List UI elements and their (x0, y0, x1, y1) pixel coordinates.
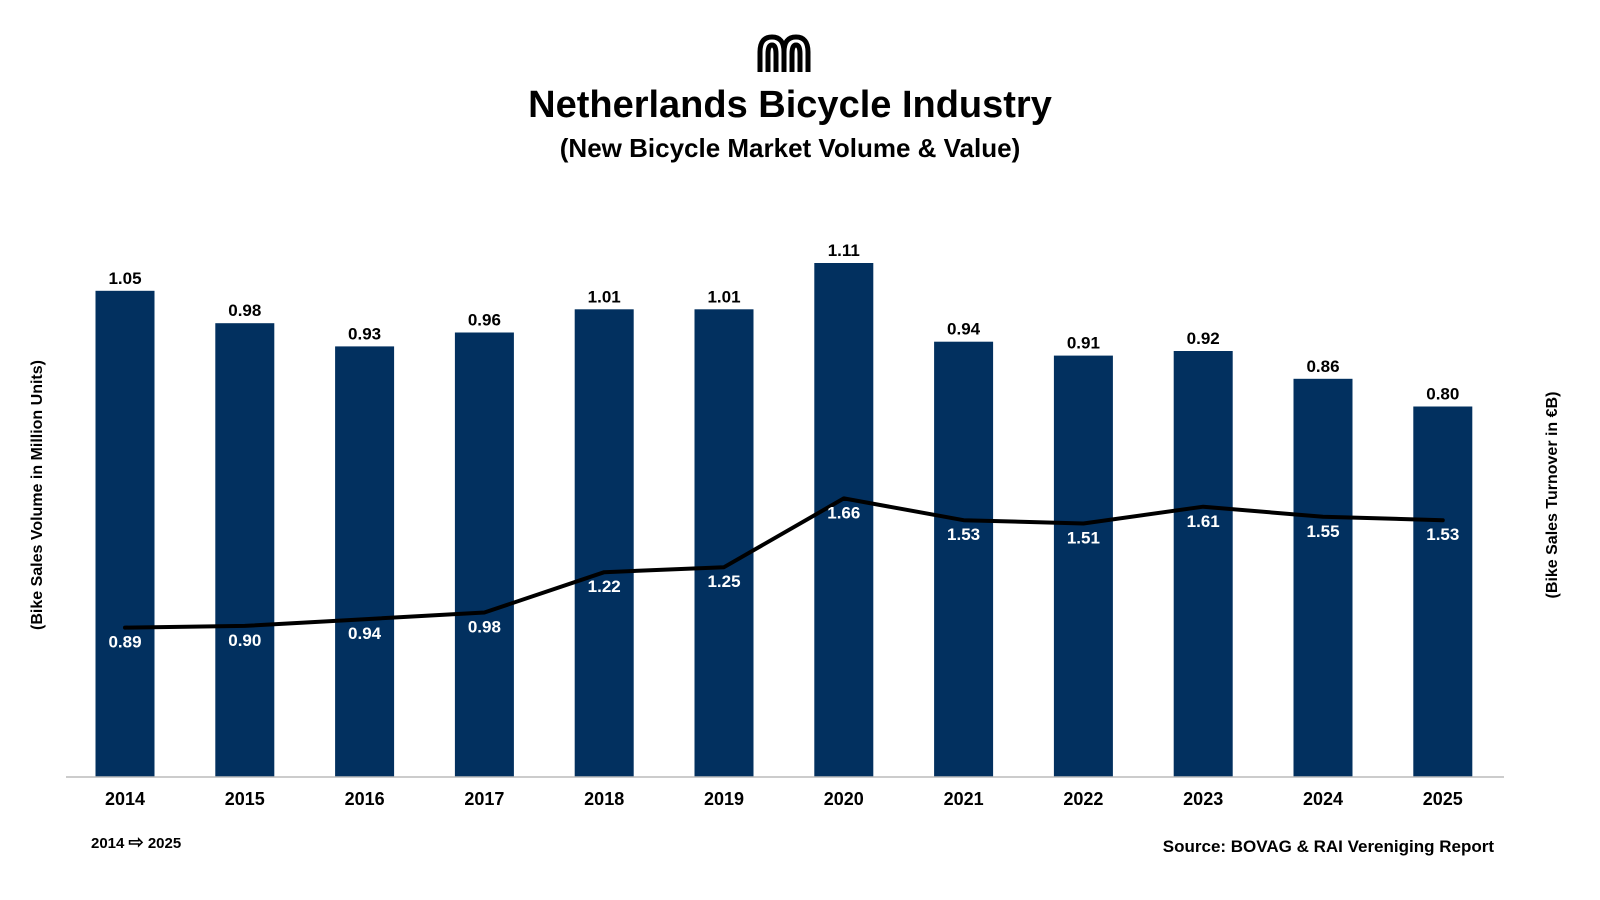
x-tick-2015: 2015 (225, 789, 265, 809)
bar-2023 (1173, 351, 1233, 777)
line-label-2017: 0.98 (468, 618, 501, 637)
range-label: 2014 ⇨ 2025 (91, 832, 181, 852)
bar-2021 (934, 341, 994, 777)
x-tick-2020: 2020 (824, 789, 864, 809)
range-start: 2014 (91, 835, 125, 852)
line-label-2015: 0.90 (228, 631, 261, 650)
x-tick-2016: 2016 (345, 789, 385, 809)
line-label-2016: 0.94 (348, 624, 382, 643)
y-axis-title: (Bike Sales Volume in Million Units) (29, 360, 46, 630)
bar-2020 (814, 263, 874, 777)
bar-label-2015: 0.98 (228, 301, 261, 320)
bar-label-2022: 0.91 (1067, 334, 1100, 353)
turnover-line (123, 496, 1445, 630)
source-note: Source: BOVAG & RAI Vereniging Report (1163, 837, 1495, 856)
bar-label-2017: 0.96 (468, 311, 501, 330)
x-tick-2024: 2024 (1303, 789, 1343, 809)
bar-label-2014: 1.05 (108, 269, 141, 288)
line-label-2020: 1.66 (827, 503, 860, 522)
bar-series (95, 263, 1473, 777)
line-label-2024: 1.55 (1306, 522, 1339, 541)
bar-label-2020: 1.11 (828, 241, 860, 260)
x-tick-2014: 2014 (105, 789, 145, 809)
range-end: 2025 (148, 835, 181, 852)
line-label-2018: 1.22 (588, 577, 621, 596)
x-tick-2022: 2022 (1063, 789, 1103, 809)
bar-label-2021: 0.94 (947, 320, 981, 339)
bar-2022 (1053, 355, 1113, 777)
y2-axis-title: (Bike Sales Turnover in €B) (1544, 392, 1561, 599)
bar-label-2016: 0.93 (348, 324, 381, 343)
x-tick-2025: 2025 (1423, 789, 1463, 809)
bar-2018 (574, 309, 634, 777)
x-tick-2018: 2018 (584, 789, 624, 809)
chart-title: Netherlands Bicycle Industry (528, 84, 1052, 126)
line-label-2019: 1.25 (707, 572, 740, 591)
bar-label-2018: 1.01 (588, 287, 621, 306)
line-label-2022: 1.51 (1067, 529, 1100, 548)
line-label-2023: 1.61 (1187, 512, 1220, 531)
line-label-2025: 1.53 (1426, 525, 1459, 544)
x-tick-2017: 2017 (464, 789, 504, 809)
x-tick-2019: 2019 (704, 789, 744, 809)
bar-label-2024: 0.86 (1306, 357, 1339, 376)
x-tick-2023: 2023 (1183, 789, 1223, 809)
chart-subtitle: (New Bicycle Market Volume & Value) (560, 133, 1020, 163)
bar-label-2025: 0.80 (1426, 385, 1459, 404)
bar-value-labels: 1.05 0.98 0.93 0.96 1.01 1.01 1.11 0.94 0.91 0.92… (108, 241, 1459, 404)
bar-label-2019: 1.01 (707, 287, 740, 306)
line-label-2014: 0.89 (108, 633, 141, 652)
bar-2015 (215, 323, 275, 777)
arrow-right-icon: ⇨ (129, 832, 144, 852)
x-tick-2021: 2021 (944, 789, 984, 809)
brand-logo-icon (757, 34, 811, 72)
line-label-2021: 1.53 (947, 525, 980, 544)
bar-2024 (1293, 378, 1353, 777)
bar-label-2023: 0.92 (1187, 329, 1220, 348)
bar-2016 (335, 346, 395, 777)
turnover-value-labels: 0.89 0.90 0.94 0.98 1.22 1.25 1.66 1.53 1.51 1.61… (108, 503, 1459, 651)
bar-2014 (95, 290, 155, 777)
bar-2025 (1413, 406, 1473, 777)
bar-2017 (454, 332, 514, 777)
x-axis-ticks: 2014 2015 2016 2017 2018 2019 2020 2021 2022 2023… (105, 789, 1463, 809)
bar-2019 (694, 309, 754, 777)
